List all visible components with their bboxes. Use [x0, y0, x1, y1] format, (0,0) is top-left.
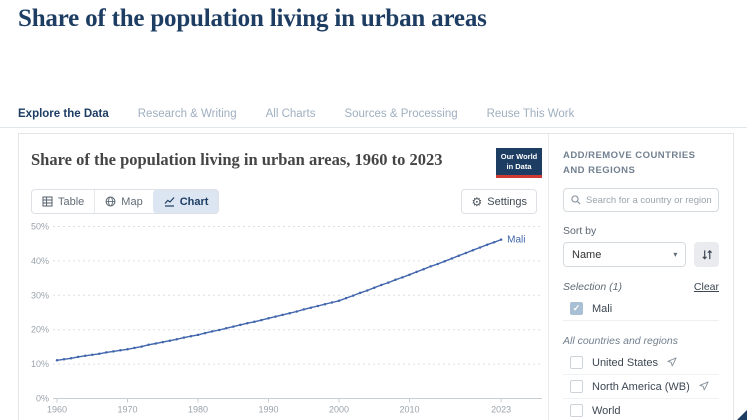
svg-text:40%: 40%: [31, 256, 49, 266]
table-icon: [42, 196, 53, 207]
gear-icon: ⚙: [471, 194, 483, 209]
entity-label: Mali: [592, 302, 613, 315]
svg-text:10%: 10%: [31, 359, 49, 369]
page-tabs: Explore the Data Research & Writing All Ch…: [18, 100, 574, 127]
svg-text:1960: 1960: [47, 405, 67, 415]
selector-heading: ADD/REMOVE COUNTRIES AND REGIONS: [563, 150, 696, 176]
svg-text:1970: 1970: [117, 405, 137, 415]
tabbar-divider: [0, 127, 747, 128]
settings-label: Settings: [487, 195, 527, 208]
selection-row: Selection (1) Clear: [563, 281, 719, 293]
search-box[interactable]: [563, 188, 719, 213]
settings-button[interactable]: ⚙ Settings: [461, 189, 537, 214]
svg-text:2000: 2000: [329, 405, 349, 415]
sort-select[interactable]: Name ▾: [563, 242, 687, 268]
entity-label: North America (WB): [592, 380, 690, 393]
chart-title: Share of the population living in urban …: [31, 150, 443, 169]
entity-row-world[interactable]: World: [563, 399, 719, 420]
tab-all-charts[interactable]: All Charts: [265, 107, 316, 120]
svg-text:1980: 1980: [188, 405, 208, 415]
search-icon: [571, 195, 581, 205]
owid-logo-line2: in Data: [506, 161, 532, 171]
sort-by-label: Sort by: [563, 225, 597, 238]
checkbox-unchecked[interactable]: [570, 404, 583, 418]
svg-text:50%: 50%: [31, 222, 49, 232]
tab-sources-processing[interactable]: Sources & Processing: [344, 107, 458, 120]
view-button-map[interactable]: Map: [94, 190, 153, 213]
entity-row-north-america-wb[interactable]: North America (WB): [563, 375, 719, 400]
entity-row-united-states[interactable]: United States: [563, 351, 719, 376]
view-button-table[interactable]: Table: [32, 190, 95, 213]
sort-arrows-icon: [702, 249, 712, 260]
svg-text:1990: 1990: [258, 405, 278, 415]
all-countries-label: All countries and regions: [563, 335, 678, 348]
clear-selection-link[interactable]: Clear: [693, 281, 719, 294]
checkbox-checked[interactable]: ✓: [570, 302, 583, 316]
grapher-card: Share of the population living in urban …: [18, 133, 734, 420]
chevron-down-icon: ▾: [673, 250, 678, 260]
line-chart[interactable]: 0% 10% 20% 30% 40% 50% 1960 1970 1980 1990 2000 201…: [19, 209, 548, 420]
view-button-chart[interactable]: Chart: [152, 190, 219, 213]
selected-entities-list: ✓ Mali: [563, 297, 719, 322]
sort-direction-button[interactable]: [694, 242, 719, 268]
view-switcher: Table Map Chart: [31, 189, 220, 214]
tab-research-writing[interactable]: Research & Writing: [137, 107, 237, 120]
sort-select-value: Name: [572, 248, 602, 261]
series-end-label: Mali: [507, 235, 525, 246]
chart-panel: Share of the population living in urban …: [19, 134, 549, 420]
globe-icon: [105, 196, 116, 207]
owid-logo[interactable]: Our World in Data: [496, 148, 542, 178]
checkbox-unchecked[interactable]: [570, 356, 583, 370]
resize-handle[interactable]: [737, 410, 747, 420]
sort-row: Name ▾: [563, 242, 719, 268]
location-arrow-icon[interactable]: [699, 378, 709, 396]
svg-text:30%: 30%: [31, 290, 49, 300]
svg-text:20%: 20%: [31, 325, 49, 335]
entity-label: United States: [592, 356, 659, 369]
selection-label: Selection (1): [563, 281, 622, 294]
chart-icon: [164, 196, 175, 207]
svg-text:0%: 0%: [36, 394, 49, 404]
tab-explore-the-data[interactable]: Explore the Data: [18, 107, 109, 120]
svg-text:2010: 2010: [399, 405, 419, 415]
page-title: Share of the population living in urban …: [18, 5, 487, 32]
checkbox-unchecked[interactable]: [570, 380, 583, 394]
svg-text:2023: 2023: [491, 405, 511, 415]
owid-logo-line1: Our World: [500, 152, 538, 161]
location-arrow-icon[interactable]: [667, 354, 677, 372]
entity-label: World: [592, 404, 621, 417]
entity-row-mali[interactable]: ✓ Mali: [563, 297, 719, 322]
search-input[interactable]: [586, 189, 718, 212]
tab-reuse-this-work[interactable]: Reuse This Work: [486, 107, 575, 120]
entity-selector: ADD/REMOVE COUNTRIES AND REGIONS Sort by…: [549, 134, 733, 420]
